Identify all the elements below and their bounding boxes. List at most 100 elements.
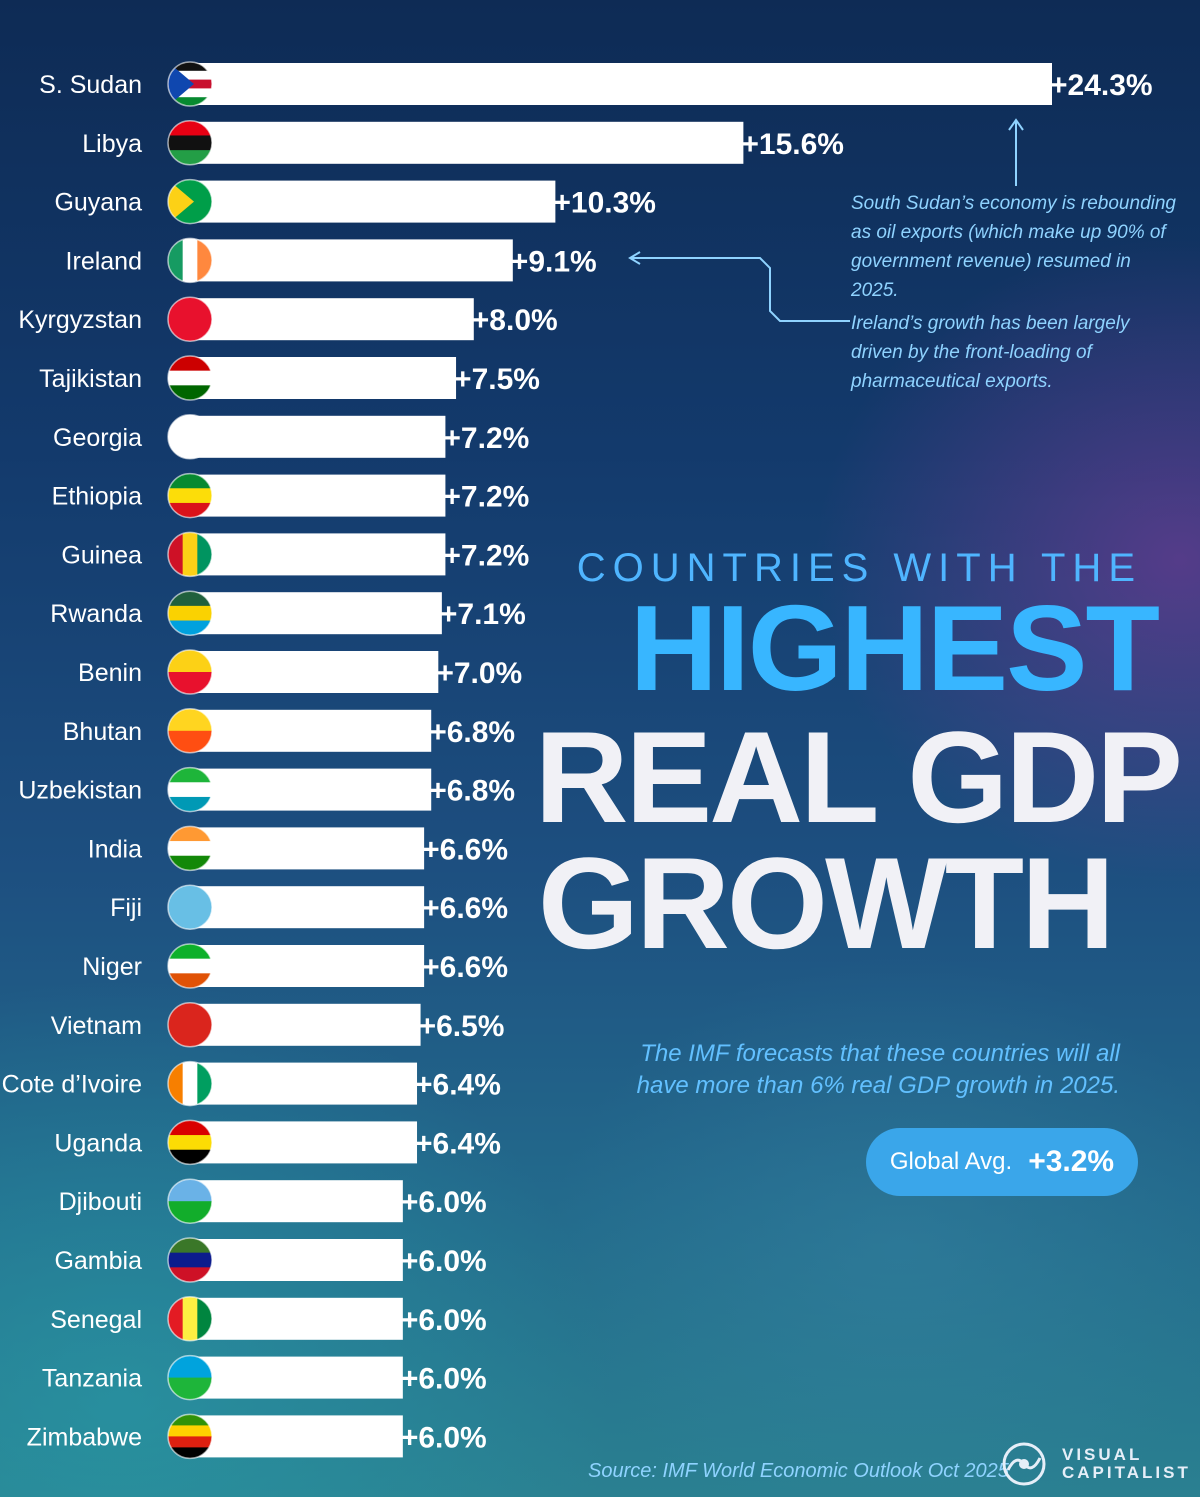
value-label-zimbabwe: +6.0% bbox=[401, 1421, 487, 1454]
value-label-benin: +7.0% bbox=[436, 657, 522, 690]
flag-vietnam-icon bbox=[168, 1002, 212, 1047]
country-label-niger: Niger bbox=[82, 953, 142, 981]
brand-wordmark: VISUAL CAPITALIST bbox=[1062, 1446, 1191, 1482]
bar-senegal bbox=[190, 1297, 403, 1340]
country-label-djibouti: Djibouti bbox=[59, 1188, 142, 1216]
value-label-gambia: +6.0% bbox=[401, 1245, 487, 1278]
south-sudan-arrow-head bbox=[1008, 118, 1024, 131]
flag-guyana-icon bbox=[168, 179, 212, 224]
country-label-bhutan: Bhutan bbox=[63, 718, 142, 746]
value-label-senegal: +6.0% bbox=[401, 1304, 487, 1337]
source-note: Source: IMF World Economic Outlook Oct 2… bbox=[588, 1460, 1009, 1482]
global-average-badge: Global Avg. +3.2% bbox=[866, 1128, 1138, 1196]
value-label-uganda: +6.4% bbox=[415, 1127, 501, 1160]
bar-cote-d-ivoire bbox=[190, 1062, 418, 1105]
country-label-senegal: Senegal bbox=[50, 1306, 142, 1334]
bar-s-sudan bbox=[190, 63, 1052, 105]
country-label-guinea: Guinea bbox=[61, 541, 142, 569]
title-line-3: REAL GDP bbox=[534, 704, 1183, 850]
bar-libya bbox=[190, 121, 744, 164]
value-label-kyrgyzstan: +8.0% bbox=[472, 304, 558, 337]
bar-niger bbox=[190, 945, 425, 987]
bar-kyrgyzstan bbox=[190, 298, 474, 341]
bar-gambia bbox=[190, 1239, 403, 1281]
value-label-vietnam: +6.5% bbox=[419, 1010, 505, 1043]
value-label-rwanda: +7.1% bbox=[440, 598, 526, 631]
country-label-kyrgyzstan: Kyrgyzstan bbox=[18, 306, 142, 334]
brand-mark-icon bbox=[1002, 1442, 1046, 1486]
bar-uganda bbox=[190, 1121, 418, 1164]
flag-tanzania-icon bbox=[168, 1355, 212, 1400]
bar-fiji bbox=[190, 886, 425, 929]
flag-s-sudan-icon bbox=[168, 62, 212, 106]
country-label-georgia: Georgia bbox=[53, 424, 142, 452]
flag-kyrgyzstan-icon bbox=[168, 297, 212, 342]
flag-bhutan-icon bbox=[168, 708, 212, 753]
value-label-uzbekistan: +6.8% bbox=[429, 775, 515, 808]
country-label-india: India bbox=[88, 835, 142, 863]
country-label-zimbabwe: Zimbabwe bbox=[27, 1423, 142, 1451]
country-label-ethiopia: Ethiopia bbox=[52, 483, 142, 511]
ireland-annotation-arrow bbox=[632, 257, 850, 322]
bar-benin bbox=[190, 651, 439, 693]
country-label-fiji: Fiji bbox=[110, 894, 142, 922]
bar-tajikistan bbox=[190, 357, 457, 399]
global-average-value: +3.2% bbox=[1028, 1145, 1115, 1178]
value-label-india: +6.6% bbox=[422, 833, 508, 866]
country-label-guyana: Guyana bbox=[54, 189, 142, 217]
ireland-annotation: Ireland’s growth has been largely driven… bbox=[851, 313, 1130, 392]
country-label-uzbekistan: Uzbekistan bbox=[18, 777, 142, 805]
title-line-1: COUNTRIES WITH THE bbox=[576, 546, 1142, 590]
bar-djibouti bbox=[190, 1180, 403, 1223]
title-line-4: GROWTH bbox=[537, 830, 1115, 976]
value-label-djibouti: +6.0% bbox=[401, 1186, 487, 1219]
ireland-arrow-head bbox=[628, 251, 641, 265]
country-label-rwanda: Rwanda bbox=[50, 600, 142, 628]
country-label-ireland: Ireland bbox=[66, 247, 142, 275]
country-label-tajikistan: Tajikistan bbox=[39, 365, 142, 393]
value-label-niger: +6.6% bbox=[422, 951, 508, 984]
brand-line-1: VISUAL bbox=[1062, 1445, 1143, 1464]
value-label-libya: +15.6% bbox=[741, 128, 844, 161]
value-label-s-sudan: +24.3% bbox=[1050, 69, 1153, 102]
flag-zimbabwe-icon bbox=[168, 1414, 212, 1459]
brand-line-2: CAPITALIST bbox=[1062, 1463, 1191, 1482]
value-label-guyana: +10.3% bbox=[553, 187, 656, 220]
bar-ethiopia bbox=[190, 474, 446, 517]
flag-djibouti-icon bbox=[168, 1179, 212, 1224]
subtitle: The IMF forecasts that these countries w… bbox=[636, 1040, 1120, 1099]
bar-zimbabwe bbox=[190, 1415, 403, 1458]
bar-georgia bbox=[190, 415, 446, 458]
south-sudan-annotation: South Sudan’s economy is rebounding as o… bbox=[851, 193, 1176, 301]
value-label-georgia: +7.2% bbox=[443, 422, 529, 455]
value-label-tajikistan: +7.5% bbox=[454, 363, 540, 396]
global-average-label: Global Avg. bbox=[889, 1148, 1013, 1175]
bar-vietnam bbox=[190, 1003, 421, 1046]
annotation-arrows bbox=[628, 118, 1024, 322]
flag-benin-icon bbox=[168, 650, 212, 694]
flag-uzbekistan-icon bbox=[168, 767, 212, 812]
value-label-tanzania: +6.0% bbox=[401, 1363, 487, 1396]
value-label-ethiopia: +7.2% bbox=[443, 481, 529, 514]
country-label-gambia: Gambia bbox=[54, 1247, 142, 1275]
bar-rows: S. Sudan +24.3% Libya +15.6% Guyana +10.3% Ire… bbox=[2, 61, 1153, 1460]
country-label-vietnam: Vietnam bbox=[51, 1012, 142, 1040]
bar-tanzania bbox=[190, 1356, 403, 1399]
flag-fiji-icon bbox=[168, 885, 212, 930]
value-label-cote-d-ivoire: +6.4% bbox=[415, 1069, 501, 1102]
flag-georgia-icon bbox=[168, 414, 212, 459]
country-label-libya: Libya bbox=[82, 130, 142, 158]
country-label-s-sudan: S. Sudan bbox=[39, 71, 142, 99]
bar-bhutan bbox=[190, 709, 432, 752]
title-line-2: HIGHEST bbox=[629, 580, 1160, 716]
value-label-ireland: +9.1% bbox=[511, 245, 597, 278]
bar-uzbekistan bbox=[190, 768, 432, 811]
country-label-cote-d-ivoire: Cote d’Ivoire bbox=[2, 1071, 142, 1099]
brand-logo: VISUAL CAPITALIST bbox=[994, 1440, 1191, 1488]
bar-guinea bbox=[190, 533, 446, 576]
country-label-tanzania: Tanzania bbox=[42, 1365, 142, 1393]
bar-ireland bbox=[190, 239, 513, 282]
bar-rwanda bbox=[190, 592, 442, 635]
bar-guyana bbox=[190, 180, 556, 223]
